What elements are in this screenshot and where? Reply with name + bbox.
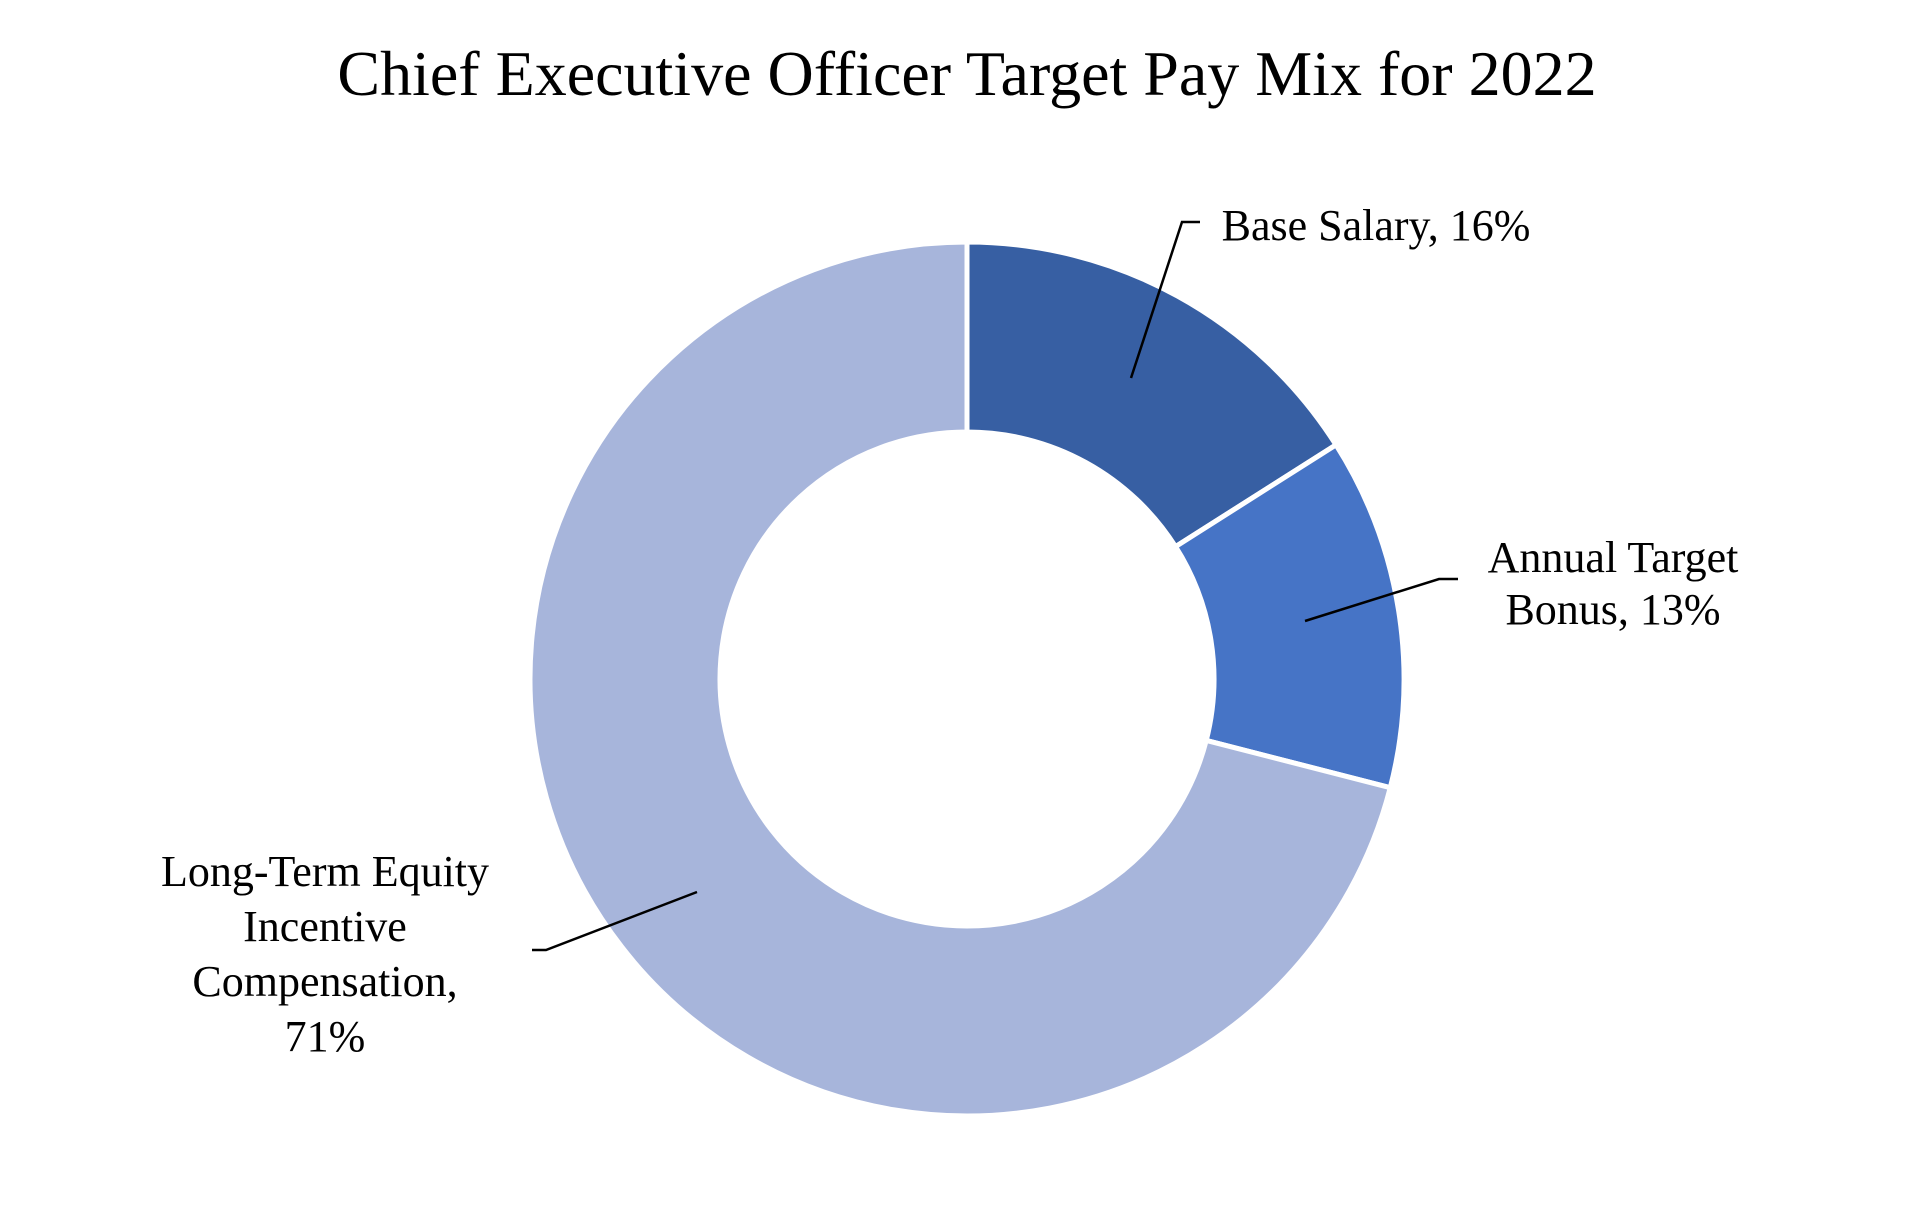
label-annual-target-bonus-line: Bonus, 13% [1505,585,1720,634]
chart-title: Chief Executive Officer Target Pay Mix f… [337,38,1596,109]
leader-base-salary [1129,220,1200,379]
label-long-term-equity-line: Incentive [243,902,407,951]
slice-base-salary [964,239,1340,551]
data-labels: Base Salary, 16% Annual Target Bonus, 13% L… [161,201,1738,1061]
label-long-term-equity-line: Compensation, [192,957,457,1006]
label-long-term-equity-line: 71% [285,1012,366,1061]
leader-annual-target-bonus [1304,577,1458,623]
label-annual-target-bonus: Annual Target Bonus, 13% [1488,533,1739,634]
leader-long-term-equity [532,890,698,952]
slice-long-term-equity [527,239,1394,1119]
slice-annual-target-bonus [1172,441,1407,791]
label-long-term-equity: Long-Term Equity Incentive Compensation, 71… [161,847,489,1061]
label-long-term-equity-line: Long-Term Equity [161,847,489,896]
leader-lines [532,220,1458,952]
label-base-salary-line: Base Salary, 16% [1222,201,1531,250]
donut-slices [527,239,1407,1119]
label-base-salary: Base Salary, 16% [1222,201,1531,250]
label-annual-target-bonus-line: Annual Target [1488,533,1739,582]
